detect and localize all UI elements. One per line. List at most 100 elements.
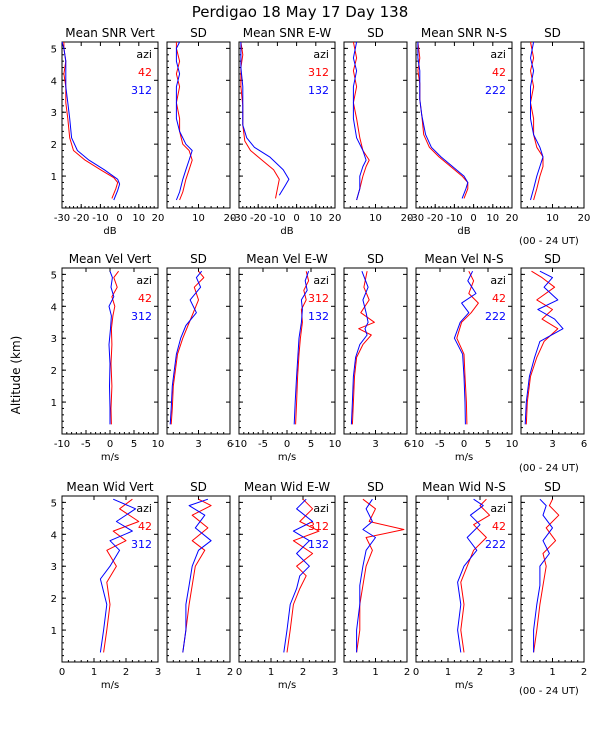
panel-vel-2: SD 3 6 — [166, 252, 233, 450]
panel-snr-3-xtick-label: -30 — [231, 213, 247, 224]
panel-snr-5: Mean SNR N-S -30 -20 -10 0 10 20 dB azi 42 222 — [408, 26, 519, 237]
panel-snr-4-series-312-red — [352, 41, 370, 201]
panel-wid-2: SD 1 2 — [166, 480, 233, 678]
panel-wid-2-title: SD — [190, 480, 207, 494]
panel-snr-5-series-42-red — [417, 41, 469, 199]
panel-vel-1-legend-312: 312 — [131, 310, 152, 323]
panel-vel-3-xtick-label: -5 — [258, 439, 268, 450]
panel-wid-3: Mean Wid E-W 0 1 2 3 m/s azi 312 132 — [236, 480, 338, 691]
panel-snr-3-xtick-label: 10 — [309, 213, 322, 224]
panel-snr-3-xtick-label: -20 — [250, 213, 266, 224]
panel-wid-4-series-132-blue — [356, 498, 376, 653]
panel-vel-1-legend-header: azi — [136, 274, 152, 287]
panel-snr-1-xtick-label: -10 — [92, 213, 108, 224]
panel-snr-6-frame — [520, 41, 585, 209]
panel-vel-5-title: Mean Vel N-S — [424, 252, 503, 266]
panel-vel-3-xtick-label: 10 — [329, 439, 342, 450]
panel-snr-1-xtick-label: 20 — [152, 213, 165, 224]
panel-vel-3-legend-132: 132 — [308, 310, 329, 323]
time-note-row-2: (00 - 24 UT) — [519, 463, 579, 474]
panel-vel-5: Mean Vel N-S -10 -5 0 5 10 m/s azi 42 222 — [408, 252, 519, 463]
panel-snr-5-legend-header: azi — [490, 48, 506, 61]
panel-wid-5-xtick-label: 3 — [509, 667, 515, 678]
panel-vel-4-series-312-red — [351, 271, 375, 425]
panel-wid-1-series-42-red — [103, 498, 140, 653]
panel-vel-5-xtick-label: 5 — [485, 439, 491, 450]
panel-vel-2-xtick-label: 3 — [195, 439, 201, 450]
panel-vel-3: Mean Vel E-W -10 -5 0 5 10 m/s azi 312 132 — [231, 252, 342, 463]
panel-wid-3-xtick-label: 0 — [236, 667, 242, 678]
panel-vel-6: SD 3 6 — [520, 252, 587, 450]
panel-vel-1-xtick-label: 5 — [131, 439, 137, 450]
panel-wid-3-legend-header: azi — [313, 502, 329, 515]
panel-wid-1-ytick-label: 3 — [51, 562, 57, 573]
panel-wid-4-xtick-label: 1 — [372, 667, 378, 678]
panel-vel-5-xtick-label: 10 — [506, 439, 519, 450]
panel-vel-5-legend-header: azi — [490, 274, 506, 287]
panel-wid-6-xtick-label: 2 — [581, 667, 587, 678]
panel-snr-5-xtick-label: -20 — [427, 213, 443, 224]
panel-snr-6-xtick-label: 10 — [546, 213, 559, 224]
panel-snr-5-xtick-label: 0 — [470, 213, 476, 224]
panel-wid-1-legend-312: 312 — [131, 538, 152, 551]
panel-snr-5-title: Mean SNR N-S — [421, 26, 507, 40]
panel-vel-5-legend-42: 42 — [492, 292, 506, 305]
panel-vel-1-xtick-label: -10 — [54, 439, 70, 450]
figure-title: Perdigao 18 May 17 Day 138 — [192, 3, 409, 21]
y-axis-label: Altitude (km) — [9, 336, 23, 415]
panel-snr-2-series-42-red — [175, 42, 193, 201]
panel-wid-3-xtick-label: 3 — [332, 667, 338, 678]
panel-vel-2-xtick-label: 6 — [227, 439, 233, 450]
time-note-row-1: (00 - 24 UT) — [519, 236, 579, 247]
panel-wid-1-ytick-label: 5 — [51, 498, 57, 509]
panel-wid-1-ytick-label: 4 — [51, 530, 57, 541]
panel-vel-6-series-222-blue — [524, 270, 564, 425]
panel-snr-5-xlabel: dB — [457, 226, 470, 237]
panel-wid-4-frame — [343, 495, 408, 663]
panel-vel-1-xlabel: m/s — [101, 452, 119, 463]
panel-wid-5-series-222-blue — [457, 498, 484, 653]
panel-snr-1-legend-42: 42 — [138, 66, 152, 79]
time-note-row-3: (00 - 24 UT) — [519, 686, 579, 697]
panel-wid-1-xtick-label: 1 — [91, 667, 97, 678]
panel-snr-3-xtick-label: 20 — [329, 213, 342, 224]
panel-snr-4-title: SD — [367, 26, 384, 40]
panel-snr-3-xtick-label: -10 — [269, 213, 285, 224]
panel-wid-2-xtick-label: 2 — [227, 667, 233, 678]
panel-vel-1-xtick-label: -5 — [81, 439, 91, 450]
panel-vel-5-series-222-blue — [453, 270, 477, 425]
panel-wid-1-xtick-label: 2 — [123, 667, 129, 678]
panel-vel-1-series-42-red — [110, 270, 119, 425]
panel-snr-3-legend-312: 312 — [308, 66, 329, 79]
panel-wid-5-xtick-label: 1 — [445, 667, 451, 678]
panel-snr-6: SD 10 20 — [520, 26, 590, 224]
panel-vel-6-xtick-label: 6 — [581, 439, 587, 450]
panel-snr-3-xlabel: dB — [280, 226, 293, 237]
panel-snr-1: Mean SNR Vert -30 -20 -10 0 10 20 1 2 3 4 5 dB azi 42 3… — [51, 26, 165, 237]
panel-wid-1-ytick-label: 1 — [51, 626, 57, 637]
panel-wid-5-title: Mean Wid N-S — [422, 480, 506, 494]
panel-wid-4-title: SD — [367, 480, 384, 494]
panel-snr-4: SD 10 20 — [343, 26, 414, 224]
panel-wid-1-title: Mean Wid Vert — [66, 480, 153, 494]
panel-vel-3-xtick-label: 0 — [284, 439, 290, 450]
panel-snr-1-legend-312: 312 — [131, 84, 152, 97]
panel-vel-1-ytick-label: 3 — [51, 334, 57, 345]
panel-wid-2-xtick-label: 1 — [195, 667, 201, 678]
panel-snr-1-xtick-label: 0 — [116, 213, 122, 224]
panel-snr-1-ytick-label: 5 — [51, 44, 57, 55]
panel-wid-3-xtick-label: 2 — [300, 667, 306, 678]
panel-snr-1-series-42-red — [63, 42, 119, 199]
panel-vel-1: Mean Vel Vert -10 -5 0 5 10 1 2 3 4 5 m/s azi 42 312 — [51, 252, 165, 463]
panel-vel-4: SD 3 6 — [343, 252, 410, 450]
panel-vel-3-xtick-label: 5 — [308, 439, 314, 450]
panel-snr-3-legend-header: azi — [313, 48, 329, 61]
panel-snr-4-xtick-label: 20 — [401, 213, 414, 224]
panel-snr-3: Mean SNR E-W -30 -20 -10 0 10 20 dB azi 312 132 — [231, 26, 342, 237]
panel-vel-1-ytick-label: 5 — [51, 270, 57, 281]
panel-wid-5-legend-42: 42 — [492, 520, 506, 533]
panel-wid-5-series-42-red — [460, 498, 491, 653]
panel-wid-2-series-312-blue — [182, 498, 212, 653]
panel-snr-1-title: Mean SNR Vert — [65, 26, 155, 40]
